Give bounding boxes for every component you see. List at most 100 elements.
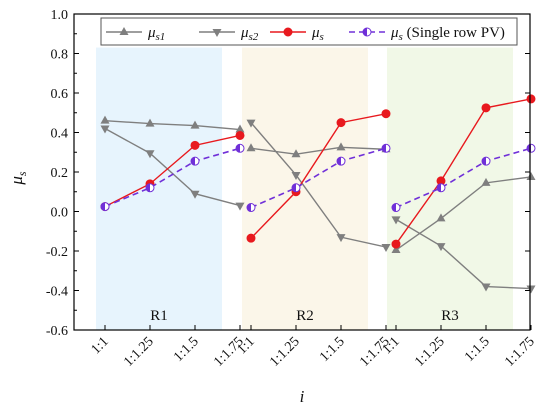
y-tick-label: -0.2: [46, 245, 68, 260]
series-3-line: [250, 113, 387, 239]
x-axis-label: i: [300, 387, 305, 406]
series-4-point: [190, 156, 200, 166]
x-tick-label: 1:1.5: [462, 334, 493, 365]
x-tick-label: 1:1.75: [502, 334, 538, 370]
series-1-point: [190, 120, 200, 129]
series-3-point: [526, 94, 536, 104]
series-3-point: [246, 233, 256, 243]
x-tick-label: 1:1.25: [121, 334, 157, 370]
series-4-line: [395, 147, 532, 209]
x-tick-label: 1:1.5: [171, 334, 202, 365]
series-3-line: [104, 134, 241, 208]
series-4-point-fill: [337, 157, 341, 166]
series-4-point: [246, 203, 256, 213]
series-2-point: [190, 190, 200, 199]
series-2-point: [235, 202, 245, 211]
x-tick-label: 1:1.5: [317, 334, 348, 365]
series-4-point: [481, 156, 491, 166]
y-tick-label: 0.0: [51, 206, 69, 221]
x-tick-label: 1:1.25: [412, 334, 448, 370]
series-2-point: [526, 285, 536, 294]
legend-marker: [283, 27, 293, 37]
series-3-point: [481, 103, 491, 113]
legend-marker: [362, 27, 372, 37]
legend-label: μs1: [147, 25, 165, 43]
series-2-line: [104, 127, 241, 207]
series-4-point-fill: [247, 203, 251, 212]
series-4-point: [336, 156, 346, 166]
x-axis: 1:1 1:1.25 1:1.5 1:1.751:1 1:1.25 1:1.5 1:1.75…: [89, 325, 538, 370]
series-1-point: [436, 213, 446, 222]
series-1-point: [481, 177, 491, 186]
series-2-point: [100, 125, 110, 134]
y-tick-label: -0.4: [46, 285, 68, 300]
series-3-point: [391, 239, 401, 249]
series-1-point: [235, 124, 245, 133]
y-tick-label: 0.4: [51, 127, 69, 142]
y-tick-label: 0.6: [51, 87, 69, 102]
series-4-point: [391, 203, 401, 213]
y-tick-label: 0.2: [51, 166, 69, 181]
series-4-point-fill: [482, 157, 486, 166]
legend-marker-fill: [363, 28, 367, 36]
series-1-point: [291, 149, 301, 158]
legend-label: μs (Single row PV): [390, 25, 505, 43]
panel-background-r1: [96, 47, 222, 330]
legend-entry-1: μs1: [106, 25, 165, 43]
series-2-point: [291, 171, 301, 180]
series-1-point: [145, 118, 155, 127]
series-2-point: [336, 234, 346, 243]
series-2: [100, 119, 536, 294]
legend-marker: [212, 29, 222, 37]
series-2-point: [391, 216, 401, 225]
series-4-point: [100, 202, 110, 212]
series-4-point-fill: [101, 202, 105, 211]
series-4-point: [381, 143, 391, 153]
y-axis-label: μs: [7, 171, 29, 186]
series-4-point: [145, 183, 155, 193]
series-2-point: [145, 150, 155, 159]
panel-backgrounds: R1 R2 R3: [96, 47, 513, 330]
panel-background-r2: [242, 47, 368, 330]
panel-label-r3: R3: [441, 308, 459, 324]
x-tick-label: 1:1.25: [267, 334, 303, 370]
series-1-line: [395, 176, 532, 251]
series-4-point-fill: [437, 183, 441, 192]
series-1-point: [526, 171, 536, 180]
legend: μs1 μs2 μs μs (Single row PV): [100, 17, 518, 46]
panel-label-r1: R1: [150, 308, 168, 324]
series-3-point: [336, 118, 346, 128]
series-4: [100, 143, 536, 213]
legend-label: μs: [311, 25, 324, 43]
y-axis-label-sub: s: [15, 171, 29, 176]
series-3-point: [381, 109, 391, 119]
legend-entry-2: μs2: [199, 25, 259, 43]
series-1-point: [246, 143, 256, 152]
legend-box: [100, 17, 518, 46]
series-2-point: [246, 119, 256, 128]
series-3-line: [395, 98, 532, 245]
legend-entry-3: μs: [270, 25, 324, 43]
series-layer: [100, 94, 536, 294]
y-tick-label: -0.6: [46, 324, 68, 339]
series-4-point-fill: [382, 144, 386, 153]
panel-background-r3: [387, 47, 513, 330]
y-tick-label: 1.0: [51, 8, 69, 23]
x-tick-label: 1:1: [89, 334, 112, 357]
series-4-point: [291, 183, 301, 193]
series-3-point: [190, 140, 200, 150]
series-2-point: [381, 244, 391, 253]
series-1-line: [250, 146, 387, 155]
legend-marker: [119, 27, 129, 35]
series-3-point: [235, 130, 245, 140]
series-4-point: [235, 143, 245, 153]
series-2-line: [250, 122, 387, 248]
series-4-point-fill: [236, 144, 240, 153]
y-tick-label: 0.8: [51, 48, 69, 63]
series-4-line: [104, 147, 241, 208]
series-2-point: [481, 283, 491, 292]
y-axis-label-main: μ: [7, 176, 26, 186]
series-1-point: [391, 245, 401, 254]
legend-label: μs2: [240, 25, 259, 43]
